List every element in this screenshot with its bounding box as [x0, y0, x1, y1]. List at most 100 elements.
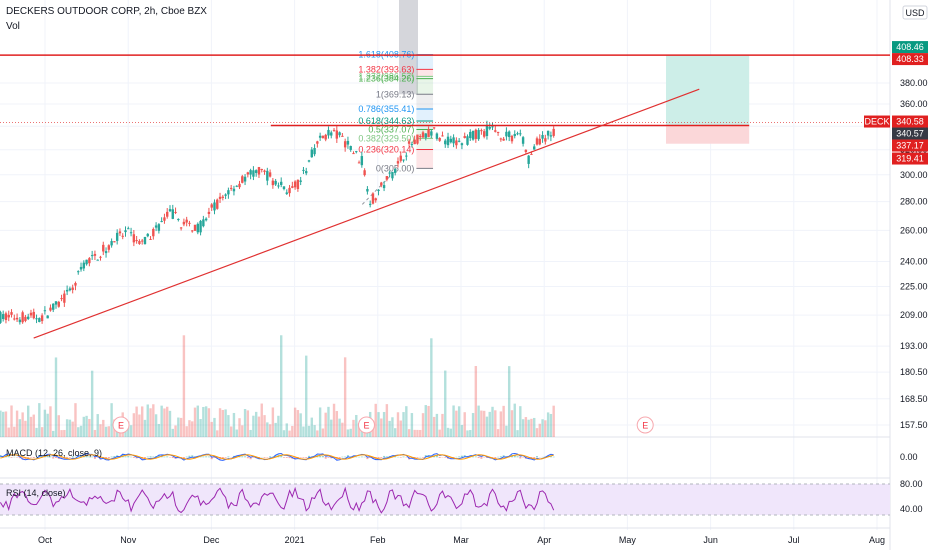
macd-histogram-bar	[444, 457, 446, 458]
volume-bar	[188, 420, 190, 437]
macd-histogram-bar	[344, 457, 346, 458]
volume-bar	[55, 357, 57, 437]
volume-bar	[497, 429, 499, 437]
candle-body	[263, 171, 265, 172]
candle-body	[350, 146, 352, 150]
candle-body	[158, 224, 160, 231]
volume-bar	[13, 427, 15, 437]
volume-bar	[397, 412, 399, 437]
candle-body	[13, 318, 15, 319]
candle-body	[333, 130, 335, 131]
macd-histogram-bar	[361, 457, 363, 458]
volume-bar	[344, 357, 346, 437]
volume-bar	[444, 371, 446, 437]
volume-bar	[319, 407, 321, 437]
candle-body	[21, 312, 23, 322]
volume-bar	[30, 417, 32, 437]
volume-bar	[533, 418, 535, 437]
volume-bar	[464, 412, 466, 437]
candle-body	[452, 137, 454, 143]
rsi-tick-label: 40.00	[900, 504, 923, 514]
candle-body	[85, 260, 87, 265]
volume-bar	[205, 406, 207, 437]
candle-body	[205, 219, 207, 221]
volume-bar	[5, 411, 7, 437]
time-tick-label: 2021	[285, 535, 305, 545]
volume-bar	[49, 406, 51, 437]
earnings-marker-label: E	[642, 421, 648, 431]
volume-bar	[491, 407, 493, 437]
currency-badge[interactable]: USD	[903, 6, 927, 19]
candle-body	[174, 212, 176, 213]
candle-body	[160, 221, 162, 222]
volume-bar	[180, 418, 182, 437]
volume-bar	[241, 425, 243, 437]
candle-body	[8, 315, 10, 318]
volume-bar	[177, 418, 179, 437]
volume-bar	[247, 410, 249, 437]
volume-bar	[27, 406, 29, 437]
volume-bar	[102, 420, 104, 437]
macd-histogram-bar	[380, 457, 382, 458]
macd-histogram-bar	[130, 457, 132, 458]
macd-label: MACD (12, 26, close, 9)	[6, 448, 102, 458]
volume-bar	[422, 413, 424, 437]
candle-body	[233, 189, 235, 192]
price-tick-label: 225.00	[900, 282, 928, 292]
candle-body	[80, 267, 82, 269]
candle-body	[277, 185, 279, 186]
candle-body	[258, 167, 260, 174]
candle-body	[500, 138, 502, 139]
volume-bar	[294, 408, 296, 437]
volume-bar	[330, 420, 332, 437]
volume-bar	[458, 406, 460, 437]
candle-body	[97, 260, 99, 261]
macd-histogram-bar	[269, 456, 271, 457]
volume-bar	[489, 412, 491, 437]
candle-body	[311, 150, 313, 158]
volume-bar	[163, 408, 165, 437]
candle-body	[216, 200, 218, 209]
candle-body	[539, 139, 541, 145]
candle-body	[274, 181, 276, 185]
volume-bar	[2, 412, 4, 437]
candle-body	[244, 177, 246, 182]
volume-bar	[155, 414, 157, 437]
volume-bar	[400, 421, 402, 437]
volume-bar	[133, 413, 135, 437]
candle-body	[319, 136, 321, 138]
volume-bar	[191, 421, 193, 437]
candle-body	[338, 132, 340, 135]
macd-histogram-bar	[517, 456, 519, 457]
macd-histogram-bar	[244, 456, 246, 457]
fib-band	[416, 69, 433, 76]
candle-body	[472, 131, 474, 140]
volume-bar	[99, 424, 101, 437]
volume-bar	[402, 412, 404, 437]
volume-bar	[222, 410, 224, 437]
candle-body	[324, 135, 326, 140]
macd-histogram-bar	[152, 457, 154, 458]
volume-bar	[308, 426, 310, 437]
volume-bar	[38, 403, 40, 437]
candle-body	[155, 225, 157, 227]
profit-target-zone	[666, 55, 749, 125]
volume-bar	[450, 429, 452, 437]
candle-body	[375, 198, 377, 200]
volume-bar	[544, 420, 546, 437]
candle-body	[202, 219, 204, 226]
volume-bar	[433, 417, 435, 437]
macd-histogram-bar	[266, 457, 268, 458]
candle-body	[49, 308, 51, 311]
candle-body	[386, 176, 388, 180]
candle-body	[116, 233, 118, 241]
candle-body	[408, 141, 410, 143]
volume-bar	[141, 406, 143, 437]
symbol-tag-label: DECK	[864, 117, 889, 127]
volume-bar	[380, 418, 382, 437]
candle-body	[536, 138, 538, 144]
candle-body	[302, 170, 304, 171]
macd-histogram-bar	[172, 457, 174, 458]
candle-body	[547, 131, 549, 136]
